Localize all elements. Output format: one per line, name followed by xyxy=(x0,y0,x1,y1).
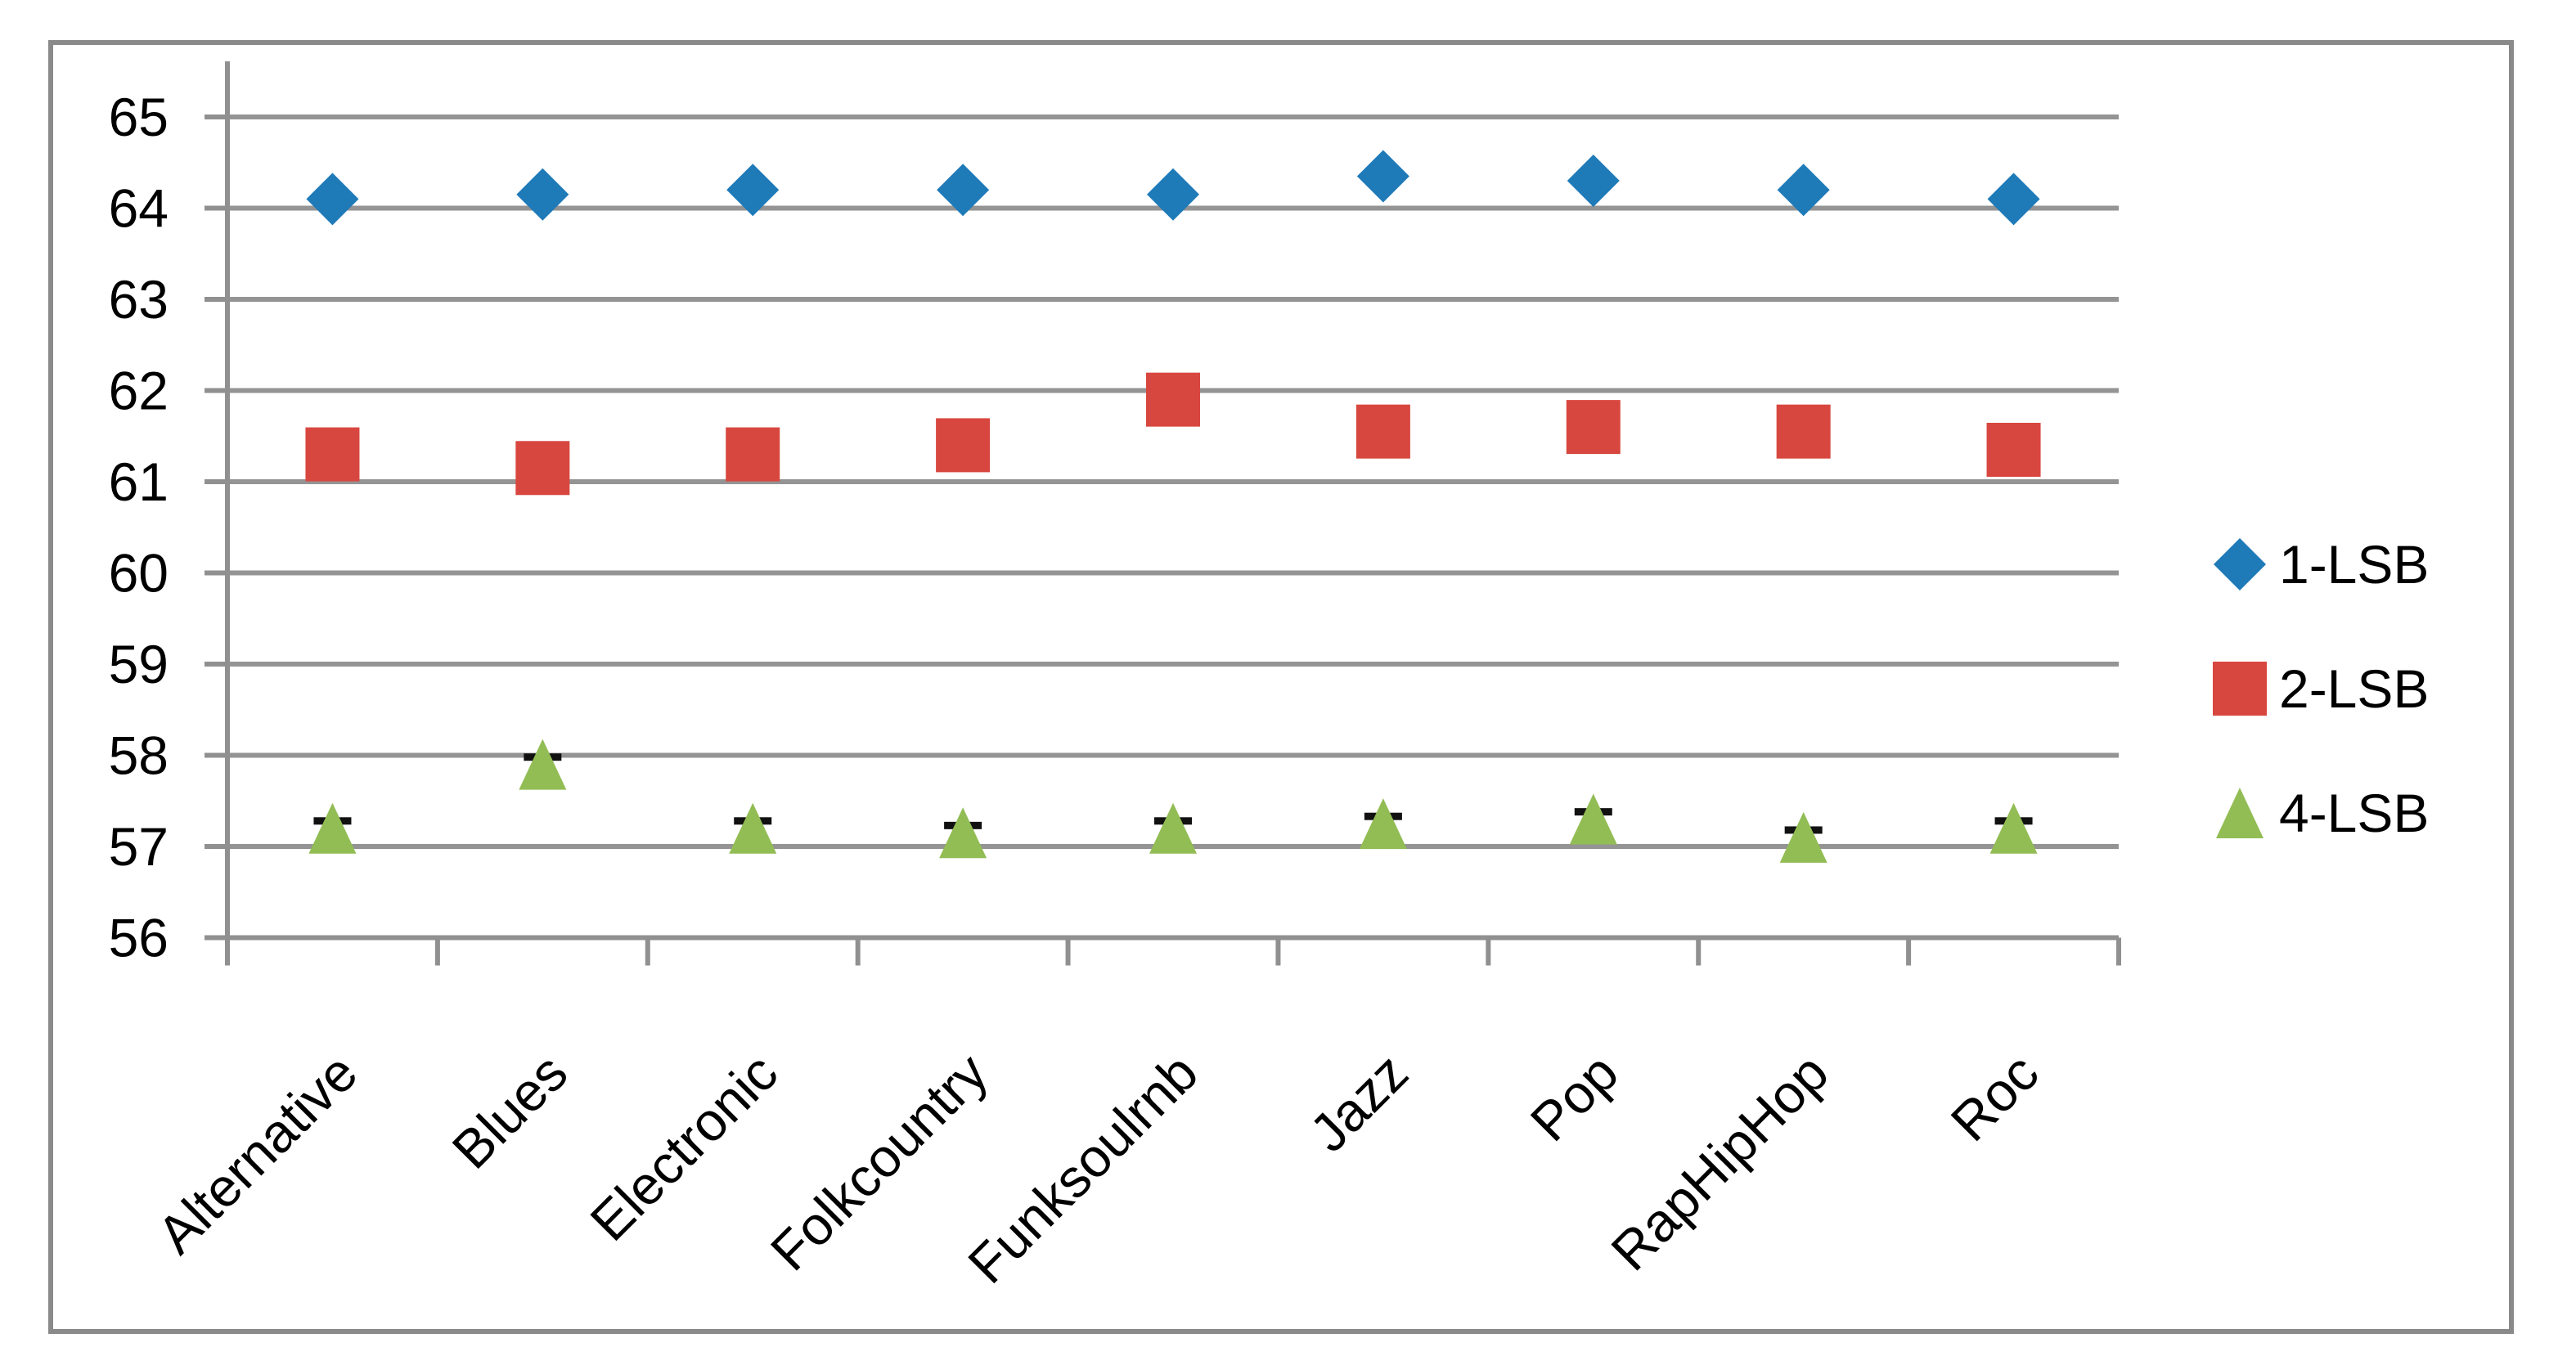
data-point-4-LSB-electronic xyxy=(729,802,777,854)
category-label-electronic: Electronic xyxy=(578,1042,789,1252)
y-tick-label-65: 65 xyxy=(109,87,169,147)
data-point-4-LSB-blues xyxy=(519,739,567,790)
legend-label-1-LSB: 1-LSB xyxy=(2279,534,2429,595)
data-point-2-LSB-folkcountry xyxy=(936,418,991,473)
data-point-1-LSB-alternative xyxy=(306,173,359,226)
data-point-2-LSB-raphiphop xyxy=(1776,404,1831,459)
data-point-4-LSB-alternative xyxy=(308,802,357,854)
legend-marker-2-LSB xyxy=(2213,662,2267,716)
category-label-raphiphop: RapHipHop xyxy=(1599,1042,1840,1282)
data-point-4-LSB-raphiphop xyxy=(1779,811,1827,863)
y-tick-label-59: 59 xyxy=(109,634,169,694)
data-point-2-LSB-alternative xyxy=(305,427,360,482)
data-point-1-LSB-raphiphop xyxy=(1777,164,1830,217)
y-tick-label-63: 63 xyxy=(109,269,169,330)
y-tick-label-58: 58 xyxy=(109,725,169,786)
legend-marker-4-LSB xyxy=(2216,788,2264,838)
data-point-2-LSB-jazz xyxy=(1355,404,1410,459)
category-label-funksoulrnb: Funksoulrnb xyxy=(956,1042,1209,1295)
data-point-1-LSB-folkcountry xyxy=(937,164,990,217)
data-point-1-LSB-roc xyxy=(1987,173,2040,226)
chart-border xyxy=(48,40,2514,1334)
y-tick-label-61: 61 xyxy=(109,451,169,512)
data-point-4-LSB-folkcountry xyxy=(939,807,987,859)
data-point-4-LSB-funksoulrnb xyxy=(1149,802,1197,854)
data-point-1-LSB-jazz xyxy=(1356,150,1409,203)
y-tick-label-64: 64 xyxy=(109,178,169,239)
category-label-alternative: Alternative xyxy=(146,1042,369,1265)
y-tick-label-62: 62 xyxy=(109,361,169,421)
data-point-4-LSB-roc xyxy=(1989,802,2038,854)
legend-label-2-LSB: 2-LSB xyxy=(2279,658,2429,719)
category-label-pop: Pop xyxy=(1519,1042,1630,1152)
y-tick-label-60: 60 xyxy=(109,543,169,604)
data-point-4-LSB-jazz xyxy=(1359,798,1407,850)
data-point-4-LSB-pop xyxy=(1569,793,1617,845)
category-label-jazz: Jazz xyxy=(1298,1042,1419,1163)
data-point-1-LSB-electronic xyxy=(726,164,780,217)
data-point-2-LSB-roc xyxy=(1986,422,2041,477)
legend-label-4-LSB: 4-LSB xyxy=(2279,783,2429,843)
legend-marker-1-LSB xyxy=(2214,538,2266,590)
data-point-2-LSB-funksoulrnb xyxy=(1146,372,1200,427)
y-tick-label-57: 57 xyxy=(109,816,169,877)
data-point-1-LSB-funksoulrnb xyxy=(1147,168,1199,221)
y-tick-label-56: 56 xyxy=(109,908,169,968)
category-label-roc: Roc xyxy=(1939,1042,2049,1152)
data-point-2-LSB-pop xyxy=(1566,400,1621,455)
data-point-1-LSB-pop xyxy=(1567,155,1620,208)
category-label-blues: Blues xyxy=(440,1042,578,1180)
data-point-2-LSB-blues xyxy=(515,441,570,496)
data-point-2-LSB-electronic xyxy=(726,427,780,482)
data-point-1-LSB-blues xyxy=(516,168,569,221)
